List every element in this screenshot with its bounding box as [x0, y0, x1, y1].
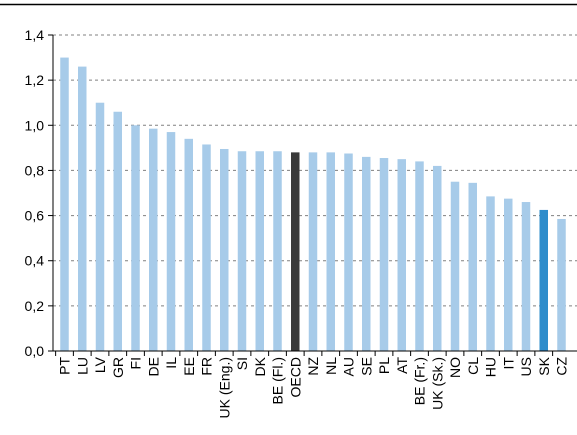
y-tick-label: 1,4 — [25, 27, 45, 43]
bar-nl — [326, 152, 335, 351]
bar-se — [362, 156, 371, 351]
x-tick-label: PL — [376, 357, 392, 374]
bar-gr — [113, 111, 122, 351]
y-tick-label: 0,8 — [25, 162, 45, 178]
bar-cz — [557, 218, 566, 351]
x-tick-label: US — [518, 357, 534, 376]
bar-at — [397, 159, 406, 351]
bar-be-fl — [273, 151, 282, 351]
x-tick-label: AT — [394, 357, 410, 374]
x-tick-label: DK — [252, 356, 268, 376]
bar-sk — [539, 209, 548, 351]
bar-no — [450, 181, 460, 351]
bar-uk-sk — [433, 165, 442, 351]
bar-dk — [255, 151, 264, 351]
bar-fr — [202, 144, 211, 351]
bar-de — [149, 128, 158, 351]
bar-lu — [78, 66, 87, 351]
x-tick-label: NL — [323, 357, 339, 375]
bar-uk-eng — [220, 148, 229, 351]
axes — [52, 35, 577, 356]
x-tick-label: FR — [199, 357, 215, 376]
bars — [60, 57, 566, 352]
x-tick-label: UK (Sk.) — [429, 357, 445, 410]
x-tick-label: AU — [341, 357, 357, 376]
y-tick-label: 1,2 — [25, 72, 45, 88]
bar-ee — [184, 138, 193, 351]
x-tick-label: CL — [465, 357, 481, 375]
x-tick-label: GR — [110, 357, 126, 378]
bar-hu — [486, 196, 495, 351]
x-tick-labels: PT LU LV GR FI DE IL EE FR UK (Eng.) SI DK BE (Fl.) O… — [57, 356, 570, 418]
bar-lv — [95, 102, 105, 351]
bar-il — [166, 132, 176, 351]
x-tick-label: IL — [163, 357, 179, 369]
bar-it — [504, 198, 513, 351]
x-tick-label: OECD — [287, 357, 303, 397]
x-tick-label: SI — [234, 357, 250, 370]
x-tick-label: EE — [181, 357, 197, 376]
x-tick-label: HU — [483, 357, 499, 377]
x-tick-label: LV — [92, 356, 108, 373]
x-tick-label: UK (Eng.) — [216, 357, 232, 418]
bar-fi — [131, 125, 140, 352]
bar-oecd — [291, 152, 300, 351]
x-tick-label: SE — [358, 357, 374, 376]
gridlines — [48, 34, 577, 352]
y-tick-label: 0,2 — [25, 298, 45, 314]
x-tick-label: IT — [500, 357, 516, 370]
bar-cl — [468, 182, 477, 351]
y-tick-label: 0,0 — [25, 343, 45, 359]
bar-nz — [308, 152, 318, 351]
x-tick-label: PT — [57, 357, 73, 375]
x-tick-label: SK — [536, 356, 552, 375]
bar-au — [344, 153, 353, 351]
y-tick-labels: 0,0 0,2 0,4 0,6 0,8 1,0 1,2 1,4 — [25, 27, 45, 359]
y-tick-label: 0,4 — [25, 253, 45, 269]
x-tick-label: BE (Fr.) — [412, 357, 428, 405]
x-tick-label: NZ — [305, 357, 321, 376]
bar-pl — [379, 158, 389, 351]
bar-be-fr — [415, 161, 424, 351]
x-tick-label: CZ — [554, 357, 570, 376]
y-tick-label: 1,0 — [25, 117, 45, 133]
x-tick-label: DE — [145, 357, 161, 376]
x-tick-label: LU — [74, 357, 90, 375]
bar-si — [237, 151, 247, 351]
x-tick-label: BE (Fl.) — [270, 357, 286, 404]
x-tick-label: NO — [447, 357, 463, 378]
bar-us — [521, 202, 531, 351]
bar-pt — [60, 57, 69, 351]
y-tick-label: 0,6 — [25, 208, 45, 224]
x-tick-label: FI — [128, 357, 144, 369]
